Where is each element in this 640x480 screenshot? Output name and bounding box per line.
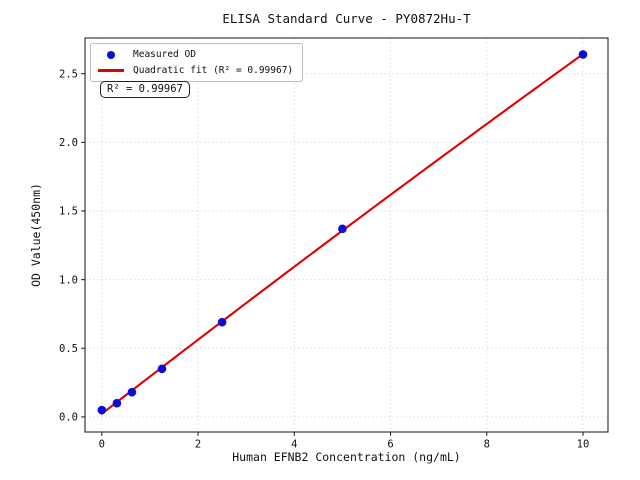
plot-border [84, 37, 609, 433]
measured-od-dot-icon [107, 50, 115, 59]
x-axis-label: Human EFNB2 Concentration (ng/mL) [232, 450, 461, 464]
data-point [112, 398, 122, 408]
quadratic-fit-line [100, 53, 585, 415]
quadratic-fit-line-icon [98, 69, 124, 72]
data-point [97, 405, 107, 415]
legend-item-quadratic-fit: Quadratic fit (R² = 0.99967) [98, 65, 293, 76]
data-point [127, 387, 137, 397]
y-tick-label: 2.0 [59, 137, 78, 149]
data-point [157, 364, 167, 374]
x-tick-label: 8 [484, 439, 490, 451]
y-tick-label: 2.5 [59, 68, 78, 80]
legend: Measured OD Quadratic fit (R² = 0.99967) [90, 43, 304, 82]
y-tick-label: 1.5 [59, 206, 78, 218]
y-axis-label: OD Value(450nm) [29, 183, 43, 287]
x-tick-label: 6 [387, 439, 393, 451]
x-tick-label: 2 [195, 439, 201, 451]
x-tick-label: 10 [577, 439, 590, 451]
y-tick-label: 1.0 [59, 274, 78, 286]
legend-marker-cell [98, 69, 124, 72]
legend-marker-cell [98, 50, 124, 59]
data-point [578, 50, 588, 59]
y-tick-label: 0.0 [59, 412, 78, 424]
x-tick-label: 4 [291, 439, 297, 451]
legend-item-label: Quadratic fit (R² = 0.99967) [133, 65, 294, 76]
x-tick-label: 0 [99, 439, 105, 451]
legend-item-measured-od: Measured OD [98, 49, 293, 60]
r-squared-annotation: R² = 0.99967 [100, 81, 190, 98]
chart-title: ELISA Standard Curve - PY0872Hu-T [222, 11, 471, 26]
legend-item-label: Measured OD [133, 49, 196, 60]
y-tick-label: 0.5 [59, 343, 78, 355]
data-point [217, 317, 227, 327]
data-point [338, 224, 347, 234]
